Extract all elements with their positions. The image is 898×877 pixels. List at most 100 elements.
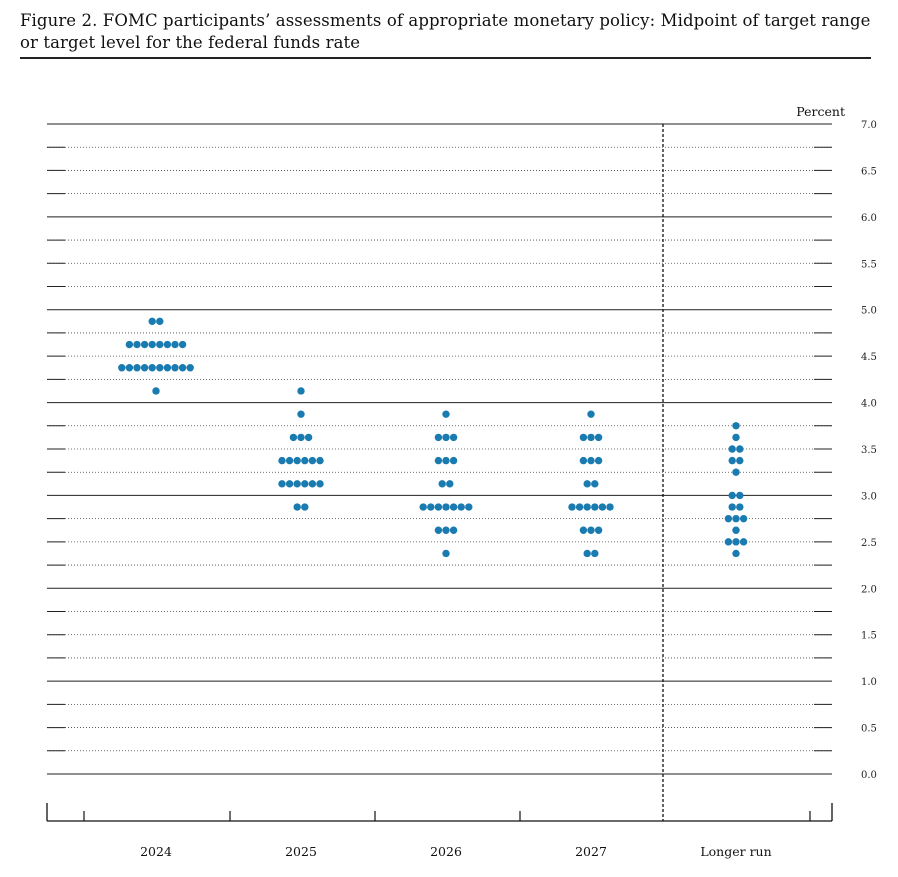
participant-dot (297, 410, 305, 418)
participant-dot (442, 503, 450, 511)
participant-dot (171, 340, 179, 349)
participant-dot (163, 364, 172, 372)
y-tick-label: 6.5 (861, 166, 877, 177)
participant-dot (732, 468, 740, 476)
participant-dot (301, 480, 309, 488)
participant-dot (419, 503, 427, 511)
participant-dot (140, 340, 149, 349)
x-category-label: 2025 (285, 844, 317, 859)
participant-dot (148, 317, 156, 326)
participant-dot (301, 503, 309, 511)
participant-dot (579, 433, 588, 442)
participant-dot (739, 514, 748, 523)
y-tick-label: 0.0 (861, 770, 877, 781)
participant-dot (442, 433, 450, 442)
y-tick-label: 4.5 (861, 352, 877, 363)
participant-dot (427, 503, 435, 511)
y-tick-label: 5.5 (861, 259, 877, 270)
participant-dot (587, 526, 595, 534)
participant-dot (606, 503, 614, 511)
x-category-label: Longer run (700, 844, 771, 859)
participant-dot (186, 364, 194, 372)
participant-dot (594, 456, 603, 465)
participant-dot (587, 410, 595, 418)
participant-dot (732, 433, 740, 442)
participant-dot (575, 503, 584, 511)
participant-dot (583, 480, 591, 488)
participant-dot (732, 549, 740, 558)
participant-dot (278, 456, 286, 465)
y-tick-label: 2.0 (861, 584, 877, 595)
participant-dot (285, 480, 294, 488)
y-tick-label: 6.0 (861, 213, 877, 224)
participant-dot (148, 364, 156, 372)
x-category-label: 2027 (575, 844, 607, 859)
y-tick-label: 4.0 (861, 399, 877, 410)
participant-dot (297, 387, 305, 395)
title-rule (20, 57, 871, 59)
participant-dot (732, 422, 740, 430)
x-category-label: 2024 (140, 844, 172, 859)
grid-layer (47, 123, 832, 775)
participant-dot (736, 491, 744, 500)
participant-dot (442, 526, 450, 534)
participant-dot (118, 364, 126, 372)
participant-dot (568, 503, 576, 511)
y-tick-label: 0.5 (861, 724, 877, 735)
participant-dot (316, 456, 324, 465)
participant-dot (594, 433, 603, 442)
participant-dot (591, 480, 599, 488)
participant-dot (732, 538, 740, 546)
participant-dot (438, 480, 446, 488)
y-tick-label: 5.0 (861, 306, 877, 317)
y-tick-label: 1.5 (861, 631, 877, 642)
participant-dot (434, 503, 443, 511)
y-tick-label: 3.5 (861, 445, 877, 456)
participant-dot (171, 364, 179, 372)
participant-dot (133, 364, 141, 372)
participant-dot (583, 549, 591, 558)
participant-dot (140, 364, 149, 372)
participant-dot (442, 456, 450, 465)
participant-dot (278, 480, 286, 488)
participant-dot (739, 538, 748, 546)
participant-dot (293, 503, 301, 511)
participant-dot (736, 503, 744, 511)
participant-dot (591, 503, 599, 511)
participant-dot (449, 526, 458, 534)
participant-dot (446, 480, 454, 488)
participant-dot (587, 456, 595, 465)
participant-dot (732, 514, 740, 523)
participant-dot (728, 445, 736, 453)
participant-dot (304, 433, 313, 442)
y-tick-label: 1.0 (861, 677, 877, 688)
participant-dot (148, 340, 156, 349)
axis-layer: 0.0 0.5 1.0 1.5 2.0 2.5 3.0 3.5 4.0 4.5 5.0 5.5 6.0 6… (46, 120, 877, 859)
dots-layer (118, 317, 748, 558)
participant-dot (728, 491, 736, 500)
participant-dot (442, 410, 450, 418)
participant-dot (293, 456, 301, 465)
participant-dot (583, 503, 591, 511)
participant-dot (579, 526, 588, 534)
participant-dot (434, 456, 443, 465)
participant-dot (316, 480, 324, 488)
participant-dot (163, 340, 172, 349)
participant-dot (457, 503, 465, 511)
participant-dot (308, 456, 317, 465)
participant-dot (152, 387, 160, 395)
participant-dot (125, 364, 134, 372)
participant-dot (724, 538, 733, 546)
participant-dot (434, 526, 443, 534)
participant-dot (724, 514, 733, 523)
participant-dot (133, 340, 141, 349)
participant-dot (156, 317, 164, 326)
participant-dot (587, 433, 595, 442)
participant-dot (736, 445, 744, 453)
y-tick-label: 7.0 (861, 120, 877, 131)
participant-dot (156, 364, 164, 372)
participant-dot (579, 456, 588, 465)
participant-dot (289, 433, 298, 442)
participant-dot (732, 526, 740, 534)
